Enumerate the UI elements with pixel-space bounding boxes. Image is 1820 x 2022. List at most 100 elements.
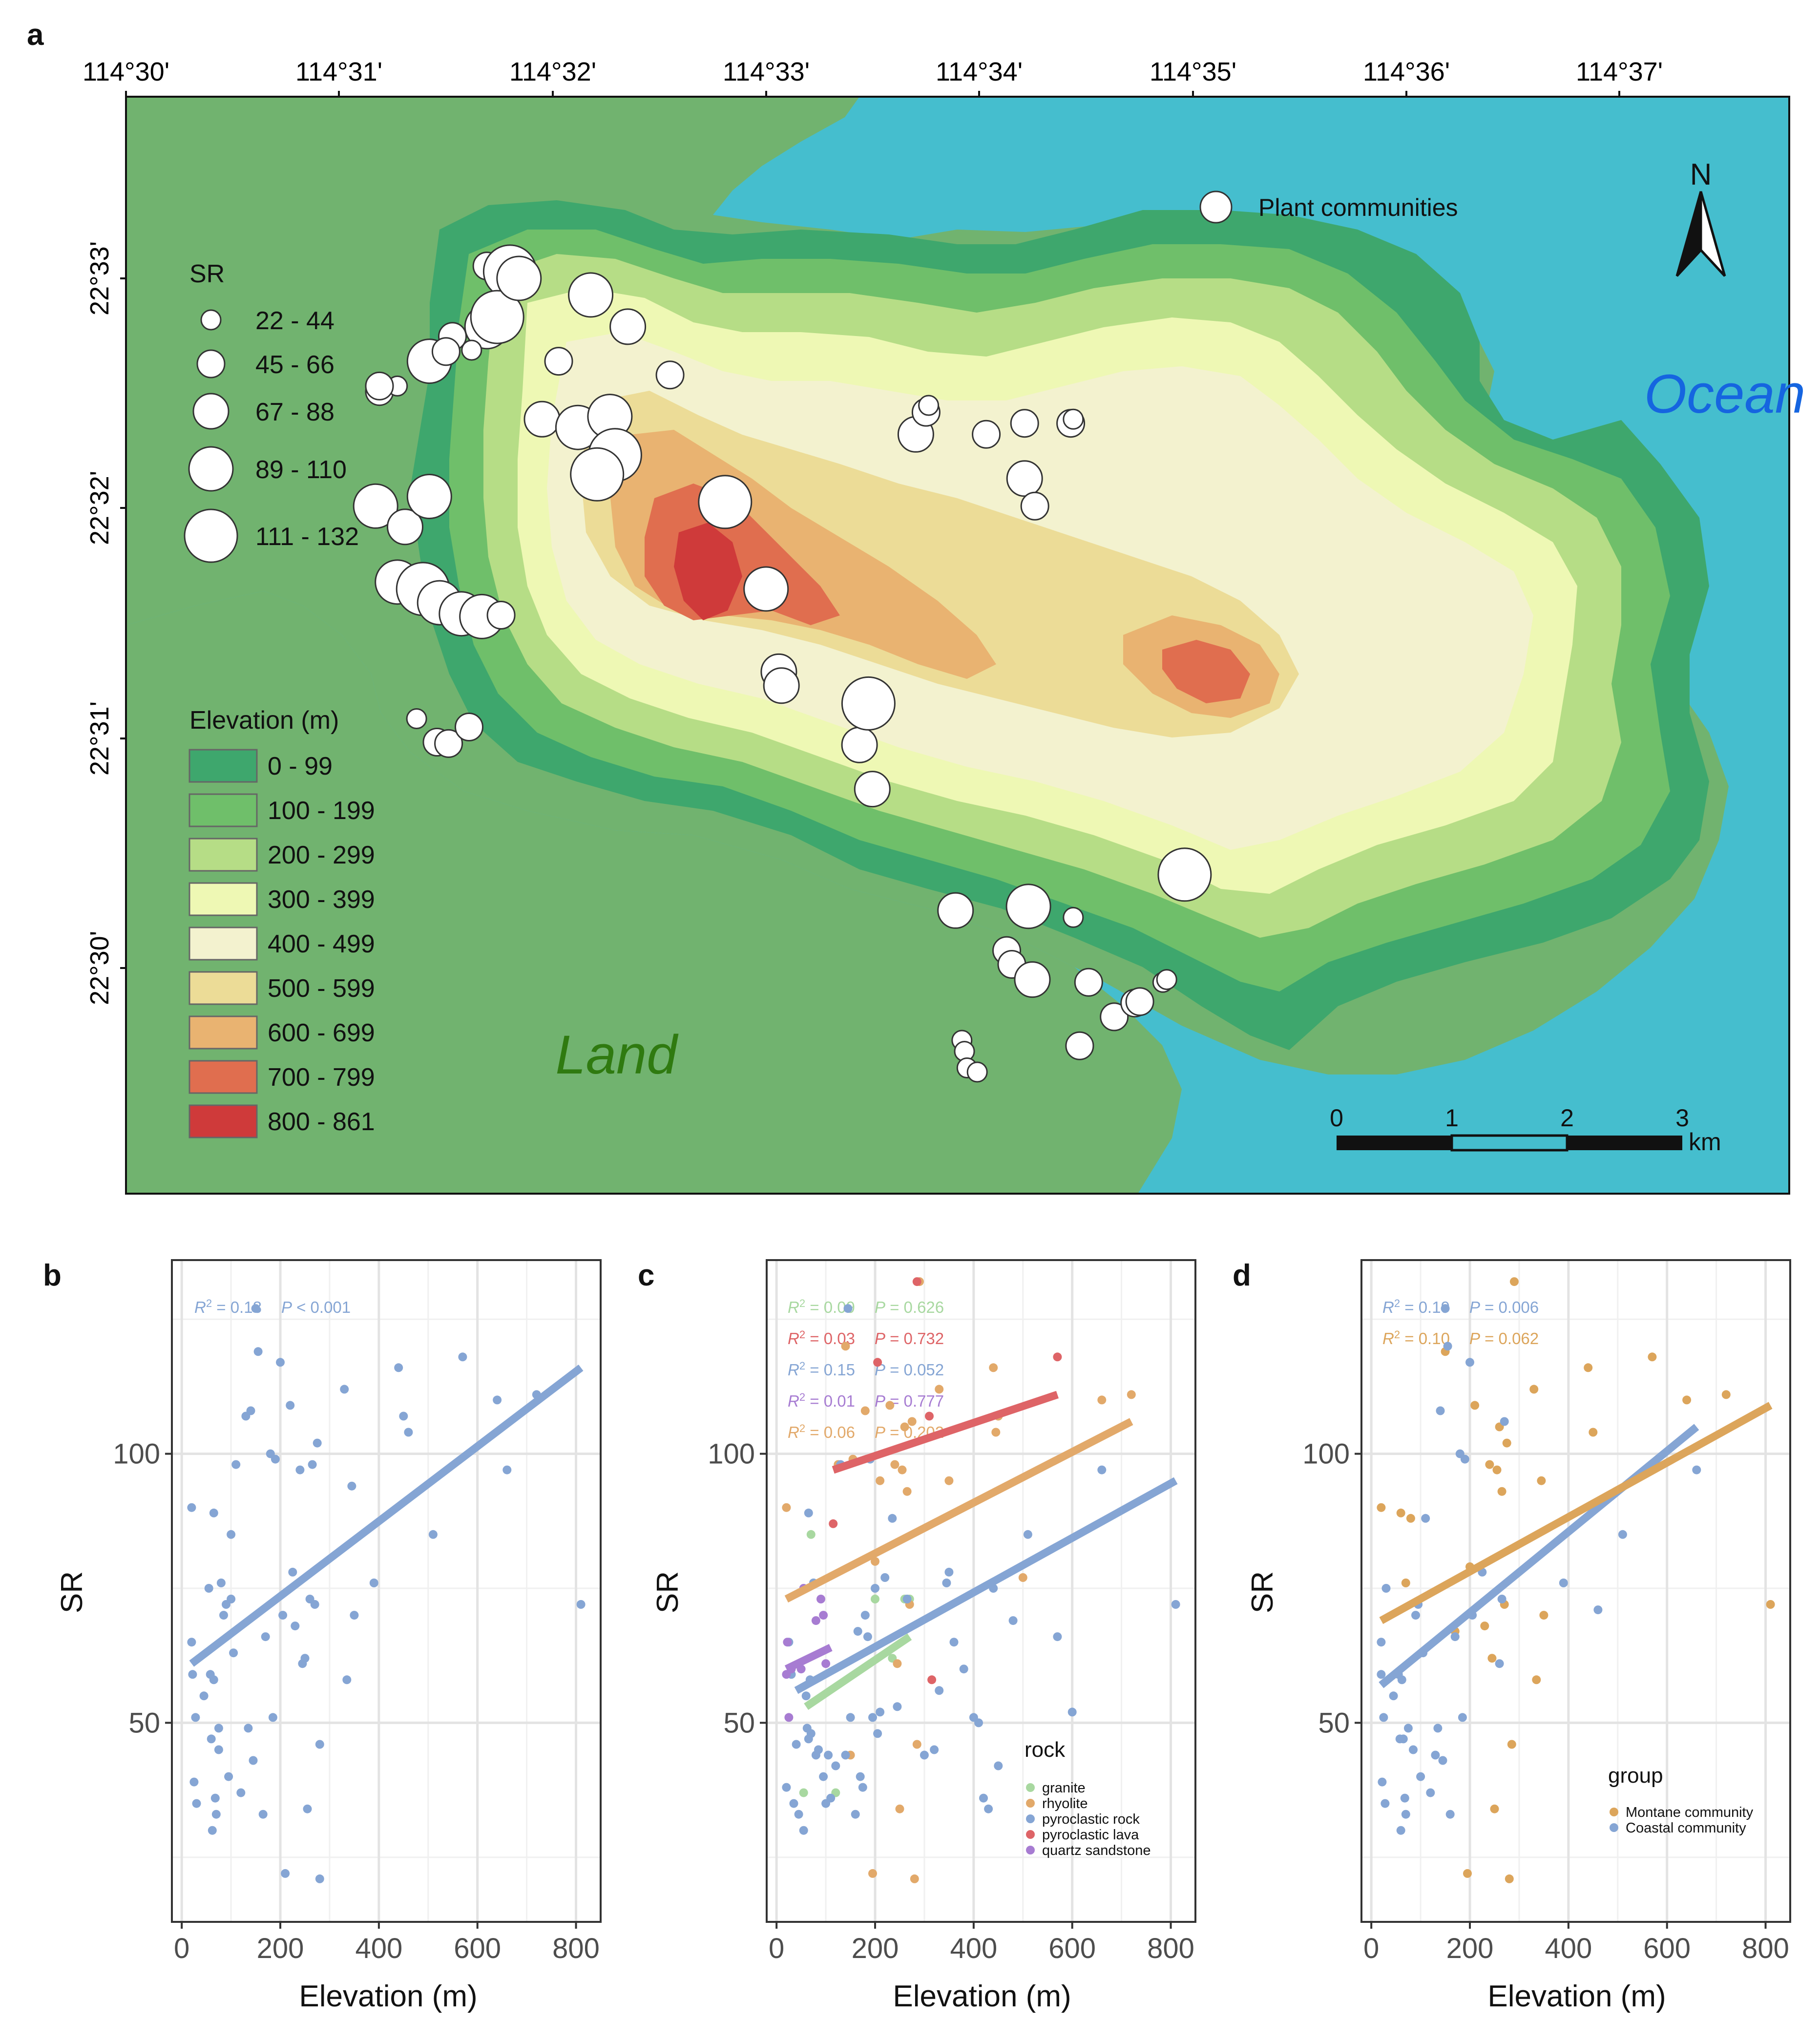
data-point bbox=[249, 1756, 258, 1765]
data-point bbox=[944, 1567, 954, 1577]
data-point bbox=[246, 1406, 255, 1415]
data-point bbox=[935, 1686, 944, 1695]
data-point bbox=[826, 1793, 836, 1803]
data-point bbox=[782, 1503, 791, 1512]
rock-legend-key bbox=[1026, 1799, 1035, 1808]
data-point bbox=[211, 1810, 221, 1819]
community-site-marker bbox=[743, 566, 789, 612]
lat-tick-label: 22°31' bbox=[85, 701, 114, 776]
legend-title: rock bbox=[1025, 1738, 1066, 1762]
lon-tick-label: 114°32' bbox=[509, 57, 596, 86]
lon-tick-label: 114°35' bbox=[1150, 57, 1236, 86]
scale-tick: 2 bbox=[1560, 1104, 1574, 1132]
data-point bbox=[1682, 1395, 1692, 1405]
map-frame bbox=[125, 96, 1790, 1195]
data-point bbox=[315, 1740, 324, 1749]
data-point bbox=[1008, 1616, 1018, 1625]
community-site-marker bbox=[1020, 491, 1049, 521]
data-point bbox=[846, 1713, 855, 1722]
data-point bbox=[1505, 1874, 1514, 1883]
data-point bbox=[873, 1358, 882, 1367]
group-legend-key bbox=[1610, 1823, 1618, 1832]
data-point bbox=[1445, 1810, 1455, 1819]
data-point bbox=[1396, 1826, 1405, 1835]
data-point bbox=[841, 1342, 850, 1351]
community-site-marker bbox=[1125, 987, 1154, 1016]
x-tick-label: 400 bbox=[355, 1933, 402, 1964]
north-arrow-icon: N bbox=[1675, 158, 1726, 277]
y-tick-label: 50 bbox=[1318, 1707, 1350, 1739]
community-site-marker bbox=[763, 667, 800, 704]
sr-legend-label: 45 - 66 bbox=[255, 351, 335, 379]
community-site-marker bbox=[841, 676, 896, 731]
data-point bbox=[927, 1675, 937, 1685]
community-site-marker bbox=[1014, 961, 1051, 998]
data-point bbox=[942, 1579, 951, 1587]
data-point bbox=[912, 1740, 921, 1749]
data-point bbox=[253, 1347, 263, 1356]
community-site-marker bbox=[431, 337, 460, 366]
lat-tick-label: 22°30' bbox=[85, 931, 114, 1005]
data-point bbox=[276, 1358, 285, 1367]
community-site-marker bbox=[655, 360, 685, 390]
data-point bbox=[1509, 1277, 1519, 1286]
data-point bbox=[819, 1772, 828, 1781]
data-point bbox=[224, 1772, 233, 1781]
data-point bbox=[1470, 1401, 1480, 1410]
x-tick-label: 600 bbox=[454, 1933, 501, 1964]
data-point bbox=[251, 1304, 260, 1313]
data-point bbox=[187, 1503, 196, 1512]
data-point bbox=[1377, 1638, 1386, 1647]
data-point bbox=[191, 1713, 200, 1722]
stat-annotation-quartz-sandstone: R2 = 0.01 P = 0.777 bbox=[788, 1391, 944, 1411]
data-point bbox=[829, 1519, 838, 1528]
data-point bbox=[1559, 1579, 1568, 1587]
lon-tick-label: 114°30' bbox=[83, 57, 169, 86]
panel-d-label: d bbox=[1233, 1259, 1251, 1292]
data-point bbox=[187, 1638, 196, 1647]
data-point bbox=[871, 1595, 879, 1603]
data-point bbox=[994, 1761, 1003, 1770]
data-point bbox=[303, 1804, 312, 1813]
data-point bbox=[885, 1401, 895, 1410]
data-point bbox=[900, 1422, 909, 1432]
stat-annotation-pyroclastic-rock: R2 = 0.15 P = 0.052 bbox=[788, 1360, 944, 1379]
data-point bbox=[281, 1869, 290, 1878]
lon-tick-label: 114°33' bbox=[723, 57, 810, 86]
sr-legend-label: 111 - 132 bbox=[255, 523, 359, 551]
data-point bbox=[458, 1352, 467, 1362]
elevation-zone-500-599 bbox=[581, 391, 1299, 737]
data-point bbox=[853, 1627, 862, 1636]
data-point bbox=[989, 1363, 998, 1372]
data-point bbox=[1443, 1342, 1452, 1351]
community-site-marker bbox=[406, 474, 452, 519]
data-point bbox=[1067, 1707, 1077, 1717]
x-tick-label: 200 bbox=[852, 1933, 899, 1964]
data-point bbox=[806, 1530, 816, 1539]
longitude-axis: 114°30' 114°31' 114°32' 114°33' 114°34' … bbox=[83, 57, 1663, 97]
data-point bbox=[210, 1793, 220, 1803]
x-tick-label: 0 bbox=[174, 1933, 189, 1964]
y-tick-label: 100 bbox=[113, 1438, 160, 1470]
community-site-marker bbox=[1156, 969, 1177, 990]
y-tick-label: 100 bbox=[708, 1438, 755, 1470]
community-site-marker bbox=[434, 729, 463, 758]
data-point bbox=[1379, 1713, 1388, 1722]
elevation-legend-title: Elevation (m) bbox=[189, 706, 339, 735]
data-point bbox=[1053, 1632, 1062, 1642]
data-point bbox=[1589, 1428, 1598, 1437]
elevation-legend-label: 600 - 699 bbox=[268, 1019, 375, 1047]
community-site-marker bbox=[544, 347, 573, 376]
data-point bbox=[227, 1595, 236, 1603]
elevation-swatch bbox=[188, 838, 258, 872]
data-point bbox=[1401, 1810, 1410, 1819]
scale-unit: km bbox=[1689, 1128, 1721, 1156]
lat-tick-label: 22°33' bbox=[85, 241, 114, 316]
elevation-swatch bbox=[188, 1104, 258, 1138]
data-point bbox=[974, 1718, 983, 1727]
data-point bbox=[1436, 1406, 1445, 1415]
y-axis-title: SR bbox=[651, 1571, 685, 1613]
data-point bbox=[394, 1363, 403, 1372]
data-point bbox=[1507, 1740, 1516, 1749]
